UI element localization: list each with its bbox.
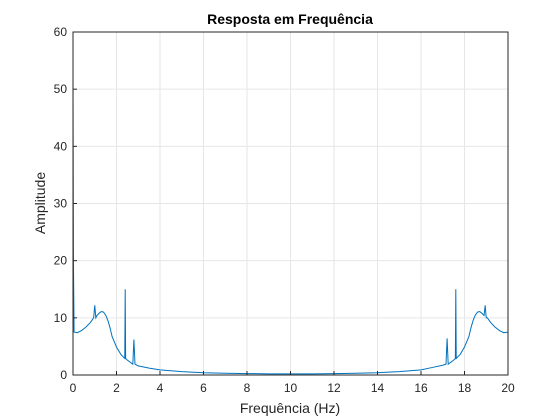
x-tick-label: 16 [414,381,428,395]
x-tick-label: 8 [244,381,251,395]
y-tick-label: 60 [54,25,68,39]
x-tick-label: 4 [157,381,164,395]
plot-area [72,77,509,375]
x-tick-label: 10 [284,381,298,395]
y-tick-label: 50 [54,82,68,96]
x-tick-label: 2 [113,381,120,395]
x-axis-label: Frequência (Hz) [240,400,340,416]
y-tick-label: 30 [54,197,68,211]
x-tick-label: 14 [371,381,385,395]
chart-title: Resposta em Frequência [207,11,373,27]
y-tick-label: 10 [54,311,68,325]
y-tick-label: 0 [60,368,67,382]
x-axis: 0 2 4 6 8 10 12 14 16 18 20 [70,371,515,395]
y-axis-label: Amplitude [32,172,48,234]
x-tick-label: 6 [200,381,207,395]
x-tick-label: 18 [458,381,472,395]
x-tick-label: 0 [70,381,77,395]
x-tick-label: 12 [327,381,341,395]
y-axis: 0 10 20 30 40 50 60 [54,25,77,382]
series-line [72,77,509,375]
y-tick-label: 40 [54,139,68,153]
x-tick-label: 20 [501,381,515,395]
y-tick-label: 20 [54,254,68,268]
